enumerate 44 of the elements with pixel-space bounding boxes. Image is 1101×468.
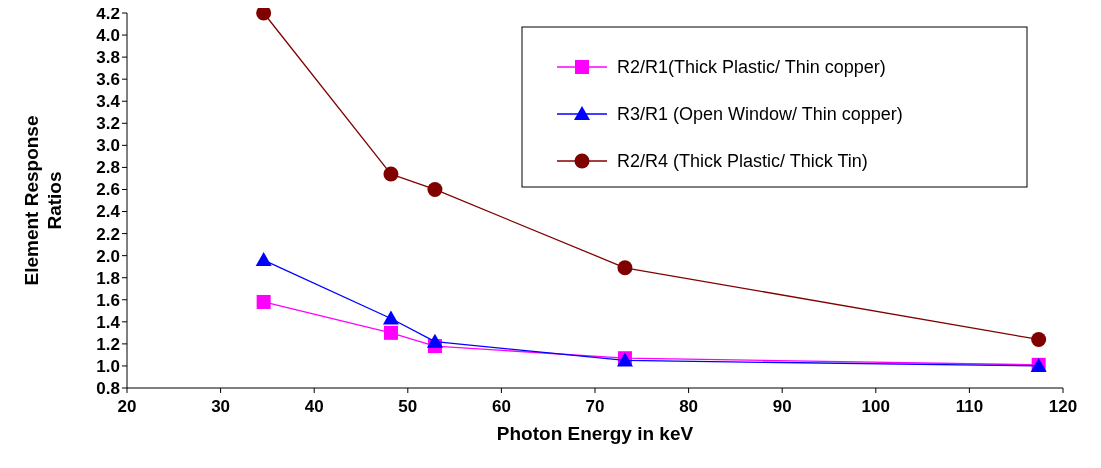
y-tick-label: 3.8 <box>96 48 120 68</box>
y-tick-label: 1.8 <box>96 268 120 288</box>
y-tick-label: 3.2 <box>96 114 120 134</box>
x-tick-label: 80 <box>679 397 699 416</box>
x-tick-label: 120 <box>1048 397 1078 416</box>
x-tick-label: 70 <box>585 397 605 416</box>
x-tick-label: 40 <box>304 397 324 416</box>
y-tick-label: 3.0 <box>96 136 120 156</box>
y-tick-label: 1.2 <box>96 334 120 354</box>
y-tick-label: 3.6 <box>96 70 120 90</box>
y-tick-label: 2.2 <box>96 224 120 244</box>
x-tick-label: 60 <box>491 397 511 416</box>
y-tick-label: 3.4 <box>96 92 121 112</box>
point <box>383 325 398 340</box>
y-axis-title: Element Response Ratios <box>21 115 65 286</box>
legend-label: R3/R1 (Open Window/ Thin copper) <box>617 104 903 125</box>
point <box>426 333 443 348</box>
y-tick-label: 2.0 <box>96 246 120 266</box>
y-tick-label: 4.2 <box>96 3 120 23</box>
x-tick-label: 20 <box>117 397 137 416</box>
x-tick-label: 30 <box>211 397 231 416</box>
y-tick-label: 2.4 <box>96 202 121 222</box>
y-tick-label: 2.6 <box>96 180 120 200</box>
y-tick-label: 1.4 <box>96 312 121 332</box>
y-tick-label: 1.6 <box>96 290 120 310</box>
x-tick-label: 50 <box>398 397 418 416</box>
legend-label: R2/R4 (Thick Plastic/ Thick Tin) <box>617 151 868 172</box>
point <box>1031 331 1047 347</box>
x-tick-label: 100 <box>861 397 890 416</box>
legend-label: R2/R1(Thick Plastic/ Thin copper) <box>617 57 886 78</box>
point <box>256 8 272 21</box>
y-tick-label: 4.0 <box>96 26 120 46</box>
point <box>617 260 633 276</box>
point <box>427 181 443 197</box>
y-tick-label: 1.0 <box>96 356 120 376</box>
point <box>383 166 399 182</box>
x-tick-label: 110 <box>955 397 984 416</box>
x-tick-label: 90 <box>772 397 792 416</box>
y-tick-label: 0.8 <box>96 378 120 398</box>
point <box>255 252 272 267</box>
point <box>256 294 271 309</box>
y-tick-label: 2.8 <box>96 158 120 178</box>
x-axis-title: Photon Energy in keV <box>496 423 694 444</box>
point <box>382 310 399 325</box>
